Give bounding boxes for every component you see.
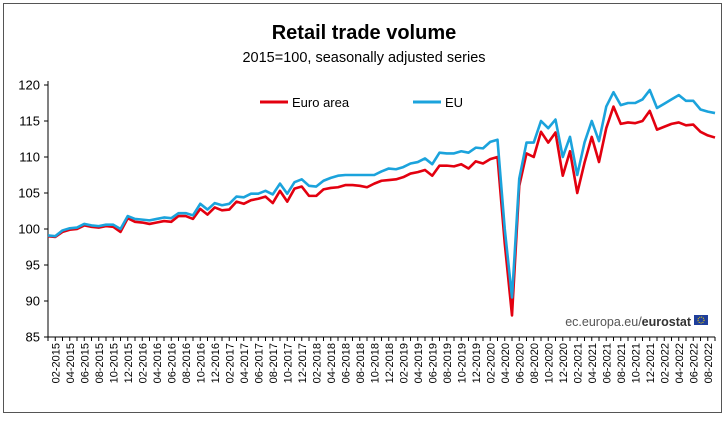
source-text: ec.europa.eu/eurostat bbox=[565, 315, 692, 329]
x-tick-label: 08-2018 bbox=[355, 343, 367, 383]
y-tick-label: 110 bbox=[19, 150, 40, 165]
x-tick-label: 04-2016 bbox=[152, 343, 164, 383]
axes bbox=[47, 81, 715, 338]
x-tick-label: 02-2016 bbox=[137, 343, 149, 383]
y-tick-label: 95 bbox=[26, 258, 40, 273]
x-tick-label: 04-2015 bbox=[65, 343, 77, 383]
x-tick-label: 04-2021 bbox=[587, 343, 599, 383]
source-brand: eurostat bbox=[642, 315, 692, 329]
eu-flag-icon bbox=[694, 315, 708, 325]
x-tick-label: 12-2018 bbox=[384, 343, 396, 383]
x-tick-label: 12-2019 bbox=[471, 343, 483, 383]
x-tick-label: 06-2019 bbox=[427, 343, 439, 383]
series-line-euro-area bbox=[47, 105, 716, 317]
y-tick-label: 100 bbox=[18, 222, 40, 237]
legend-label-euro-area: Euro area bbox=[292, 95, 350, 110]
x-tick-label: 08-2022 bbox=[703, 343, 715, 383]
x-tick-label: 10-2016 bbox=[195, 343, 207, 383]
series-line-eu bbox=[47, 88, 716, 299]
x-tick-label: 08-2015 bbox=[94, 343, 106, 383]
x-tick-label: 08-2021 bbox=[616, 343, 628, 383]
x-tick-label: 06-2016 bbox=[166, 343, 178, 383]
series-lines bbox=[47, 88, 716, 317]
x-tick-label: 12-2021 bbox=[645, 343, 657, 383]
x-tick-label: 02-2019 bbox=[398, 343, 410, 383]
y-tick-label: 115 bbox=[19, 114, 40, 129]
x-tick-label: 12-2015 bbox=[123, 343, 135, 383]
x-tick-label: 10-2017 bbox=[282, 343, 294, 383]
x-tick-label: 06-2017 bbox=[253, 343, 265, 383]
source-prefix: ec.europa.eu/ bbox=[565, 315, 642, 329]
x-tick-label: 04-2019 bbox=[413, 343, 425, 383]
y-tick-label: 105 bbox=[18, 186, 40, 201]
x-tick-label: 02-2022 bbox=[659, 343, 671, 383]
x-tick-label: 02-2015 bbox=[50, 343, 62, 383]
x-tick-label: 08-2019 bbox=[442, 343, 454, 383]
x-tick-label: 04-2022 bbox=[674, 343, 686, 383]
x-tick-label: 02-2020 bbox=[485, 343, 497, 383]
x-tick-label: 12-2016 bbox=[210, 343, 222, 383]
x-tick-label: 06-2020 bbox=[514, 343, 526, 383]
legend: Euro area EU bbox=[260, 95, 463, 110]
x-tick-label: 08-2020 bbox=[529, 343, 541, 383]
x-tick-label: 04-2018 bbox=[326, 343, 338, 383]
x-tick-label: 10-2015 bbox=[108, 343, 120, 383]
y-tick-label: 120 bbox=[18, 78, 40, 93]
x-tick-label: 10-2020 bbox=[543, 343, 555, 383]
x-tick-label: 02-2021 bbox=[572, 343, 584, 383]
x-tick-label: 06-2022 bbox=[688, 343, 700, 383]
x-tick-label: 06-2015 bbox=[79, 343, 91, 383]
x-tick-label: 08-2017 bbox=[268, 343, 280, 383]
source-attribution: ec.europa.eu/eurostat bbox=[565, 315, 708, 329]
chart-subtitle: 2015=100, seasonally adjusted series bbox=[242, 50, 486, 66]
x-tick-label: 12-2017 bbox=[297, 343, 309, 383]
chart-frame bbox=[3, 3, 722, 413]
x-tick-label: 06-2018 bbox=[340, 343, 352, 383]
x-tick-label: 10-2018 bbox=[369, 343, 381, 383]
x-tick-label: 04-2017 bbox=[239, 343, 251, 383]
x-tick-label: 02-2017 bbox=[224, 343, 236, 383]
x-tick-label: 04-2020 bbox=[500, 343, 512, 383]
x-tick-label: 06-2021 bbox=[601, 343, 613, 383]
y-tick-label: 90 bbox=[26, 294, 40, 309]
x-tick-label: 02-2018 bbox=[311, 343, 323, 383]
y-tick-label: 85 bbox=[26, 330, 40, 345]
x-tick-label: 12-2020 bbox=[558, 343, 570, 383]
x-axis-ticks: 02-2015 04-2015 06-2015 08-2015 10-2015 12-20… bbox=[47, 337, 716, 383]
y-axis-ticks: 85 90 95 100 105 110 115 120 bbox=[18, 78, 48, 345]
x-tick-label: 10-2019 bbox=[456, 343, 468, 383]
x-tick-label: 10-2021 bbox=[630, 343, 642, 383]
legend-label-eu: EU bbox=[445, 95, 463, 110]
x-tick-label: 08-2016 bbox=[181, 343, 193, 383]
chart-title: Retail trade volume bbox=[271, 22, 457, 44]
